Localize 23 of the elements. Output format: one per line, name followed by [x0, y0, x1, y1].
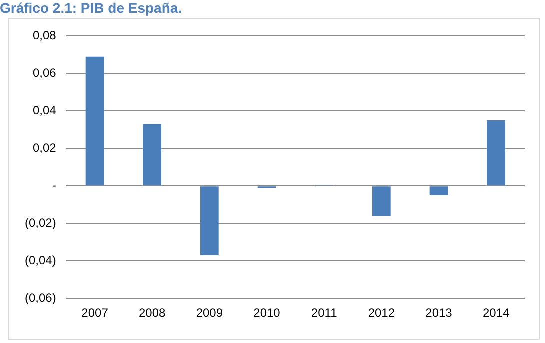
x-tick-label: 2009	[196, 306, 224, 320]
bar	[487, 120, 506, 186]
y-tick-label: 0,08	[32, 28, 57, 43]
x-tick-label: 2012	[368, 306, 396, 320]
x-tick-label: 2010	[254, 306, 281, 320]
x-tick-label: 2014	[482, 306, 510, 320]
x-tick-label: 2007	[82, 306, 109, 320]
bar	[200, 186, 219, 256]
y-tick-label: (0,04)	[24, 253, 56, 268]
y-tick-label: 0,04	[32, 103, 57, 118]
y-tick-label: 0,02	[32, 140, 57, 155]
x-tick-label: 2013	[426, 306, 453, 320]
y-tick-label: (0,06)	[24, 290, 56, 305]
y-tick-label: -	[52, 178, 56, 192]
bar	[143, 124, 162, 186]
y-tick-label: 0,06	[32, 66, 57, 80]
bar	[372, 186, 391, 216]
x-tick-label: 2011	[311, 306, 338, 320]
bar	[430, 186, 448, 196]
y-tick-label: (0,02)	[24, 216, 56, 230]
x-tick-label: 2008	[138, 306, 166, 320]
chart-title: Gráfico 2.1: PIB de España.	[0, 0, 182, 16]
bar	[86, 56, 104, 186]
